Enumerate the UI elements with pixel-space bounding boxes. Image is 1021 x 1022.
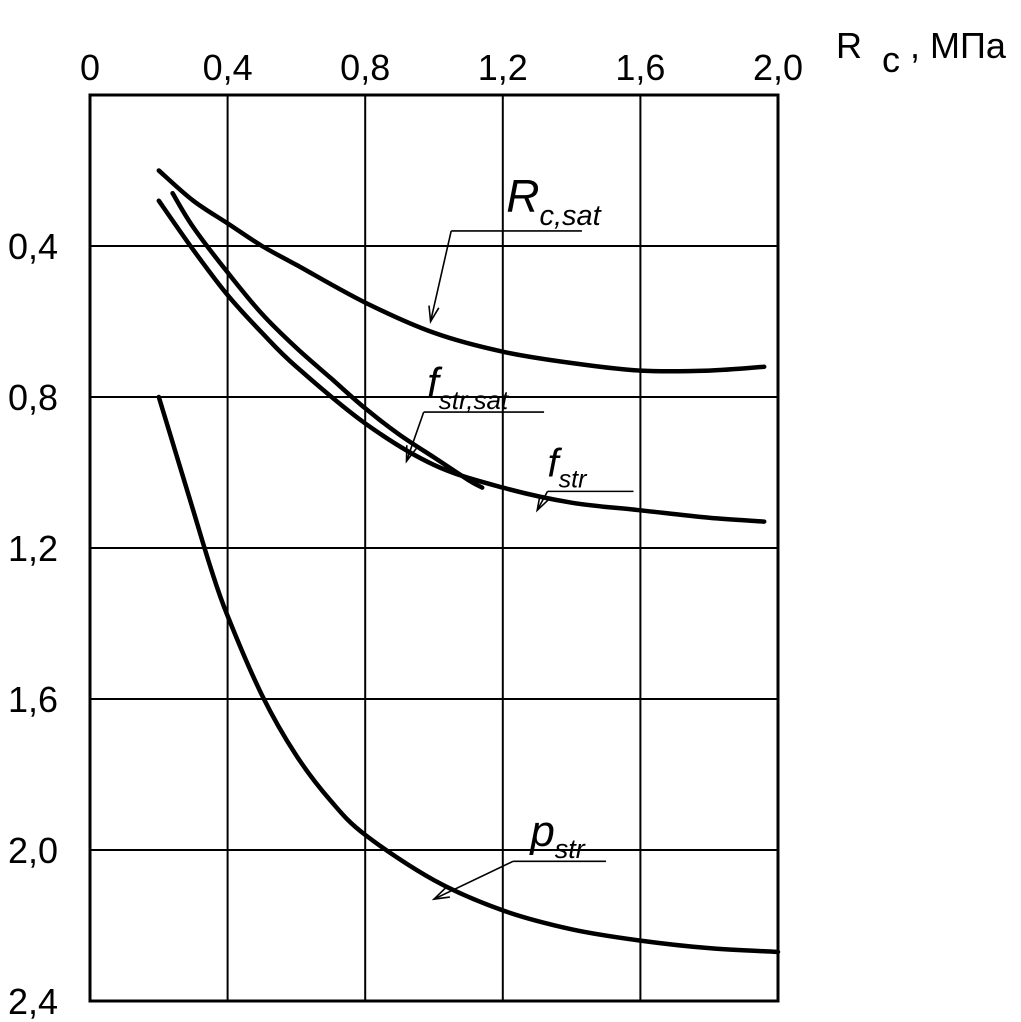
x-axis-title-sub: c — [882, 39, 900, 80]
series-label-subscript: str,sat — [439, 385, 510, 415]
y-tick-label: 2,4 — [8, 981, 58, 1022]
leader-arrow-r-c-sat — [428, 305, 440, 324]
x-tick-label: 2,0 — [753, 47, 803, 88]
series-line-p-str — [156, 394, 781, 955]
series-label-f-str-sat: fstr,sat — [427, 359, 510, 415]
x-tick-label: 0 — [80, 47, 100, 88]
plot-frame — [88, 93, 780, 1003]
y-tick-labels: 0,4 0,8 1,2 1,6 2,0 2,4 — [8, 226, 58, 1022]
series-label-main: R — [506, 170, 539, 222]
leader-arrow-p-str — [431, 887, 450, 901]
series-line-f-str — [156, 198, 767, 524]
y-tick-label: 1,6 — [8, 679, 58, 720]
x-axis-title-main: R — [836, 25, 862, 66]
x-axis-title-unit: , МПа — [910, 25, 1007, 66]
x-tick-label: 1,6 — [615, 47, 665, 88]
leader-line-r-c-sat — [429, 230, 452, 322]
series-label-main: p — [528, 807, 554, 856]
x-tick-label: 1,2 — [478, 47, 528, 88]
x-tick-label: 0,8 — [340, 47, 390, 88]
leader-line-p-str — [433, 860, 514, 900]
series-label-r-c-sat: Rc,sat — [506, 170, 602, 232]
leader-arrow-f-str — [535, 494, 550, 513]
series-label-p-str: pstr — [528, 807, 585, 864]
y-tick-label: 0,4 — [8, 226, 58, 267]
series-label-subscript: c,sat — [539, 200, 602, 232]
leader-line-f-str — [536, 490, 549, 511]
series-label-f-str: fstr — [548, 441, 589, 493]
x-axis-title: R c , МПа — [836, 25, 1007, 80]
x-tick-label: 0,4 — [203, 47, 253, 88]
y-tick-label: 0,8 — [8, 377, 58, 418]
leader-arrow-f-str-sat — [405, 445, 417, 464]
series-label-subscript: str — [559, 465, 588, 493]
series-line-r-c-sat — [156, 168, 767, 374]
series-curves — [156, 168, 781, 955]
x-tick-labels: 0 0,4 0,8 1,2 1,6 2,0 — [80, 47, 803, 88]
series-line-f-str-sat — [170, 190, 485, 490]
series-label-subscript: str — [555, 834, 586, 864]
y-tick-label: 2,0 — [8, 830, 58, 871]
leader-line-f-str-sat — [405, 411, 425, 462]
y-tick-label: 1,2 — [8, 528, 58, 569]
